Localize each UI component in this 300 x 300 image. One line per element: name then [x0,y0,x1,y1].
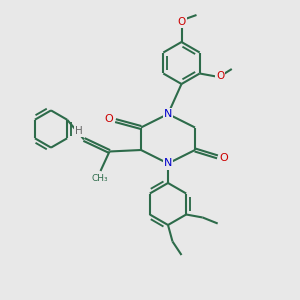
Text: O: O [177,16,186,27]
Text: N: N [164,109,172,119]
Text: O: O [220,153,229,164]
Text: H: H [75,125,83,136]
Text: CH₃: CH₃ [92,174,108,183]
Text: O: O [104,114,113,124]
Text: O: O [216,71,224,82]
Text: N: N [164,158,172,169]
